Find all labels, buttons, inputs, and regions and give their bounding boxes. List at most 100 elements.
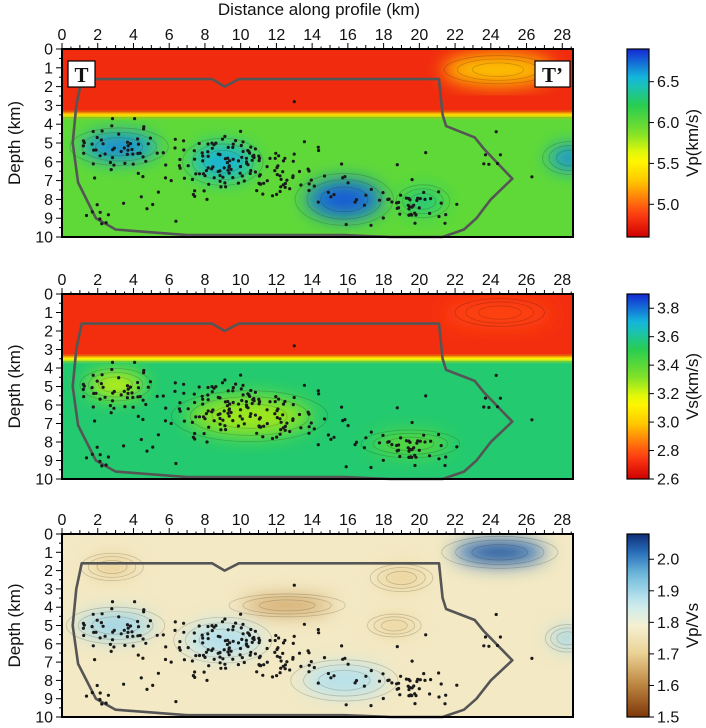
earthquake-point (173, 146, 177, 150)
earthquake-point (182, 658, 186, 662)
earthquake-point (362, 203, 366, 207)
y-tick-label: 0 (44, 527, 53, 544)
earthquake-point (186, 164, 190, 168)
earthquake-point (219, 666, 223, 670)
earthquake-point (146, 385, 150, 389)
earthquake-point (281, 402, 286, 406)
earthquake-point (249, 650, 253, 655)
y-tick-label: 2 (44, 79, 53, 96)
colorbar-tick-label: 1.5 (657, 710, 679, 727)
earthquake-point (273, 638, 277, 643)
earthquake-point (156, 671, 160, 675)
earthquake-point (424, 633, 428, 637)
earthquake-point (201, 397, 205, 401)
x-tick-label: 2 (93, 27, 102, 44)
earthquake-point (415, 441, 419, 445)
earthquake-point (283, 428, 287, 432)
earthquake-point (241, 383, 245, 387)
y-tick-label: 7 (44, 416, 53, 433)
earthquake-point (148, 380, 152, 384)
earthquake-point (174, 700, 178, 704)
earthquake-point (332, 435, 336, 439)
earthquake-point (236, 402, 241, 406)
earthquake-point (98, 154, 102, 158)
earthquake-point (249, 412, 253, 416)
earthquake-point (218, 179, 222, 183)
earthquake-point (82, 151, 86, 155)
earthquake-point (125, 396, 129, 400)
earthquake-point (182, 391, 186, 395)
x-tick-label: 14 (303, 272, 321, 289)
earthquake-point (281, 170, 285, 174)
earthquake-point (261, 673, 265, 677)
earthquake-point (206, 624, 210, 629)
earthquake-point (354, 198, 359, 202)
earthquake-point (443, 702, 447, 706)
earthquake-point (344, 703, 348, 707)
earthquake-point (275, 416, 279, 420)
earthquake-point (307, 188, 311, 193)
earthquake-point (398, 212, 402, 216)
earthquake-point (246, 631, 250, 635)
earthquake-point (227, 647, 231, 651)
earthquake-point (364, 436, 368, 440)
earthquake-point (177, 164, 181, 168)
earthquake-point (299, 664, 303, 669)
earthquake-point (238, 408, 243, 412)
earthquake-point (444, 455, 448, 459)
earthquake-point (281, 426, 285, 430)
earthquake-point (144, 402, 148, 407)
earthquake-point (202, 432, 206, 436)
anomaly-core (471, 544, 528, 560)
earthquake-point (226, 168, 230, 172)
earthquake-point (257, 636, 261, 640)
earthquake-point (398, 454, 402, 459)
y-axis-label: Depth (km) (5, 101, 24, 185)
earthquake-point (418, 678, 422, 682)
earthquake-point (257, 424, 261, 428)
earthquake-point (437, 695, 441, 699)
y-tick-label: 2 (44, 324, 53, 341)
earthquake-point (487, 644, 491, 648)
earthquake-point (139, 437, 143, 442)
earthquake-point (201, 154, 205, 158)
earthquake-point (346, 424, 350, 428)
x-tick-label: 22 (446, 512, 464, 529)
earthquake-point (253, 652, 257, 656)
earthquake-point (100, 222, 104, 226)
x-tick-label: 8 (200, 512, 209, 529)
earthquake-point (354, 440, 359, 444)
earthquake-point (236, 424, 240, 428)
anomaly-core (259, 599, 315, 611)
x-axis: 0 2 4 6 8 10 12 14 16 18 20 22 24 26 28 (58, 27, 572, 49)
earthquake-point (429, 439, 433, 443)
earthquake-point (381, 216, 385, 220)
earthquake-point (246, 148, 250, 153)
earthquake-point (82, 623, 86, 627)
earthquake-point (223, 424, 227, 428)
earthquake-point (192, 149, 196, 153)
earthquake-point (210, 146, 214, 150)
earthquake-point (329, 437, 333, 441)
earthquake-point (377, 441, 382, 445)
colorbar-tick-label: 3.8 (657, 301, 679, 318)
earthquake-point (369, 704, 373, 708)
profile-end-labels: T T’ (67, 60, 571, 88)
colorbar-tick-label: 3.0 (657, 415, 679, 432)
y-tick-label: 9 (44, 453, 53, 470)
x-tick-label: 14 (303, 27, 321, 44)
colorbar-tick-label: 3.2 (657, 386, 679, 403)
earthquake-point (316, 443, 320, 447)
earthquake-point (278, 174, 282, 178)
x-tick-label: 0 (58, 512, 67, 529)
earthquake-point (381, 433, 385, 437)
earthquake-point (285, 660, 289, 664)
earthquake-point (190, 177, 194, 182)
earthquake-point (283, 185, 287, 189)
y-tick-label: 3 (44, 98, 53, 115)
earthquake-point (173, 137, 177, 141)
x-tick-label: 28 (553, 27, 571, 44)
earthquake-point (111, 148, 115, 152)
earthquake-point (418, 197, 422, 201)
earthquake-point (229, 410, 233, 415)
